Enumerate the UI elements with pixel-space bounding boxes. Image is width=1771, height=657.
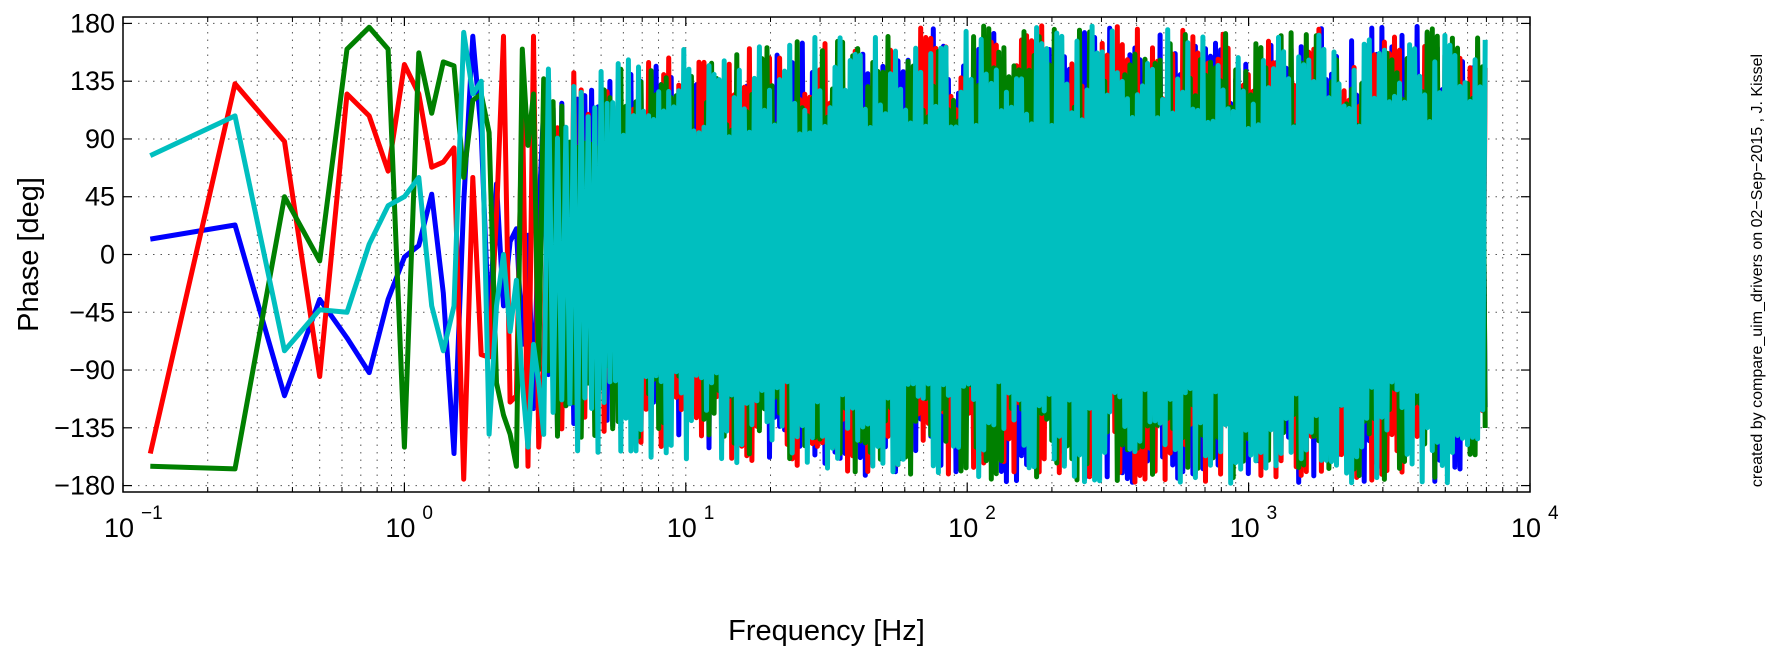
- y-tick-label: −90: [69, 355, 115, 385]
- y-tick-label: 90: [85, 124, 115, 154]
- x-tick-label: 10: [948, 513, 978, 543]
- x-tick-label: 10: [1511, 513, 1541, 543]
- y-tick-label: 180: [70, 8, 115, 38]
- x-tick-label: 10: [1230, 513, 1260, 543]
- x-tick-label: 10: [104, 513, 134, 543]
- x-tick-exponent: 4: [1548, 503, 1559, 524]
- y-axis-label: Phase [deg]: [13, 177, 45, 332]
- tick-layer: 10 −1 10 0 10 1 10 2 10 3 10 4 180 135 90 45 0 −45 −90 −135…: [54, 8, 1559, 543]
- credit-annotation: created by compare_uim_drivers on 02−Sep…: [1749, 54, 1766, 487]
- y-tick-label: 45: [85, 182, 115, 212]
- x-tick-exponent: 3: [1267, 503, 1278, 524]
- y-tick-label: −45: [69, 297, 115, 327]
- x-tick-label: 10: [385, 513, 415, 543]
- x-axis-label: Frequency [Hz]: [728, 615, 925, 647]
- x-tick-exponent: 0: [422, 503, 433, 524]
- y-tick-label: 0: [100, 240, 115, 270]
- y-tick-label: −180: [54, 471, 115, 501]
- y-tick-label: 135: [70, 66, 115, 96]
- series-line-4: [149, 23, 1488, 486]
- x-tick-exponent: −1: [141, 503, 163, 524]
- y-tick-label: −135: [54, 413, 115, 443]
- x-tick-label: 10: [667, 513, 697, 543]
- x-tick-exponent: 1: [704, 503, 715, 524]
- series-layer: [147, 23, 1488, 486]
- x-tick-exponent: 2: [985, 503, 996, 524]
